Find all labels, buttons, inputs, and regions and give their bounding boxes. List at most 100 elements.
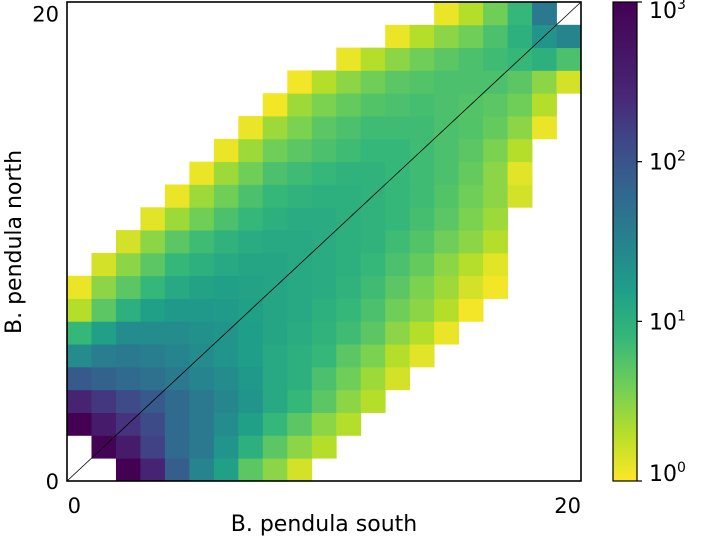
heatmap-cell — [189, 252, 215, 277]
heatmap-cell — [507, 184, 533, 208]
heatmap-cell — [458, 207, 484, 231]
heatmap-cell — [140, 275, 166, 299]
heatmap-cell — [189, 412, 215, 436]
heatmap-cell — [409, 252, 435, 277]
heatmap-cell — [238, 230, 264, 254]
heatmap-cell — [91, 298, 117, 322]
heatmap-cell — [409, 344, 435, 368]
heatmap-cell — [189, 298, 215, 322]
heatmap-cell — [213, 412, 239, 436]
heatmap-cell — [507, 138, 533, 163]
heatmap-cell — [164, 458, 190, 481]
heatmap-cell — [91, 366, 117, 391]
heatmap-cell — [336, 70, 362, 94]
heatmap-cell — [262, 116, 288, 140]
heatmap-cell — [385, 24, 411, 49]
heatmap-cell — [189, 321, 215, 345]
heatmap-cell — [311, 116, 337, 140]
heatmap-cell — [287, 458, 313, 481]
heatmap-cell — [434, 24, 460, 49]
heatmap-cell — [483, 230, 508, 254]
heatmap-cell — [287, 435, 313, 459]
heatmap-cell — [360, 93, 386, 117]
heatmap-cell — [507, 93, 533, 117]
heatmap-cell — [238, 138, 264, 163]
heatmap-cell — [262, 93, 288, 117]
heatmap-cell — [483, 207, 508, 231]
heatmap-cell — [287, 207, 313, 231]
heatmap-cell — [532, 93, 557, 117]
heatmap-cell — [434, 93, 460, 117]
heatmap-cell — [238, 275, 264, 299]
heatmap-cell — [115, 435, 141, 459]
heatmap-cell — [409, 70, 435, 94]
colorbar — [612, 1, 638, 482]
heatmap-cell — [507, 161, 533, 185]
heatmap-cell — [385, 93, 411, 117]
heatmap-cell — [311, 138, 337, 163]
heatmap-cell — [360, 321, 386, 345]
heatmap-cell — [409, 161, 435, 185]
heatmap-cell — [140, 230, 166, 254]
heatmap-cell — [213, 138, 239, 163]
heatmap-cell — [164, 321, 190, 345]
heatmap-cell — [213, 207, 239, 231]
heatmap-cell — [287, 184, 313, 208]
heatmap-cell — [164, 207, 190, 231]
heatmap-cell — [164, 389, 190, 413]
heatmap-cell — [213, 458, 239, 481]
heatmap-cell — [336, 138, 362, 163]
heatmap-cell — [311, 207, 337, 231]
heatmap-cell — [115, 252, 141, 277]
heatmap-cell — [458, 138, 484, 163]
heatmap-cell — [409, 275, 435, 299]
heatmap-cell — [360, 47, 386, 71]
heatmap-cell — [336, 321, 362, 345]
heatmap-cell — [336, 184, 362, 208]
heatmap-cell — [385, 275, 411, 299]
heatmap-cell — [360, 389, 386, 413]
heatmap-cell — [213, 252, 239, 277]
heatmap-cell — [385, 230, 411, 254]
heatmap-cell — [532, 2, 557, 26]
heatmap-cell — [311, 275, 337, 299]
heatmap-cell — [67, 389, 92, 413]
colorbar-tick-label: 101 — [649, 308, 686, 335]
heatmap-cell — [311, 389, 337, 413]
heatmap-cell — [115, 344, 141, 368]
heatmap-cell — [360, 230, 386, 254]
heatmap-cell — [189, 275, 215, 299]
heatmap-cell — [311, 184, 337, 208]
heatmap-cell — [532, 116, 557, 140]
heatmap-cell — [262, 252, 288, 277]
heatmap-cell — [483, 2, 508, 26]
heatmap-cell — [115, 275, 141, 299]
heatmap-cell — [360, 252, 386, 277]
heatmap-cell — [311, 412, 337, 436]
heatmap-cell — [385, 366, 411, 391]
heatmap-cell — [262, 161, 288, 185]
heatmap-cell — [262, 458, 288, 481]
heatmap-cell — [434, 298, 460, 322]
heatmap-cell — [115, 366, 141, 391]
heatmap-cell — [189, 161, 215, 185]
heatmap-cell — [483, 138, 508, 163]
heatmap-cell — [360, 116, 386, 140]
heatmap-cell — [164, 275, 190, 299]
heatmap-cell — [385, 184, 411, 208]
heatmap-cell — [311, 435, 337, 459]
heatmap-cell — [287, 138, 313, 163]
heatmap-cell — [336, 230, 362, 254]
heatmap-cell — [360, 138, 386, 163]
heatmap-cell — [458, 161, 484, 185]
heatmap-cell — [336, 298, 362, 322]
heatmap-cell — [336, 161, 362, 185]
x-axis-label: B. pendula south — [231, 512, 417, 537]
heatmap-cell — [507, 70, 533, 94]
diagonal-line — [66, 1, 582, 482]
heatmap-cell — [434, 252, 460, 277]
axis-ticks: 0 20 0 20 — [32, 2, 581, 518]
heatmap-cell — [213, 184, 239, 208]
heatmap-cell — [262, 435, 288, 459]
heatmap-cell — [385, 138, 411, 163]
